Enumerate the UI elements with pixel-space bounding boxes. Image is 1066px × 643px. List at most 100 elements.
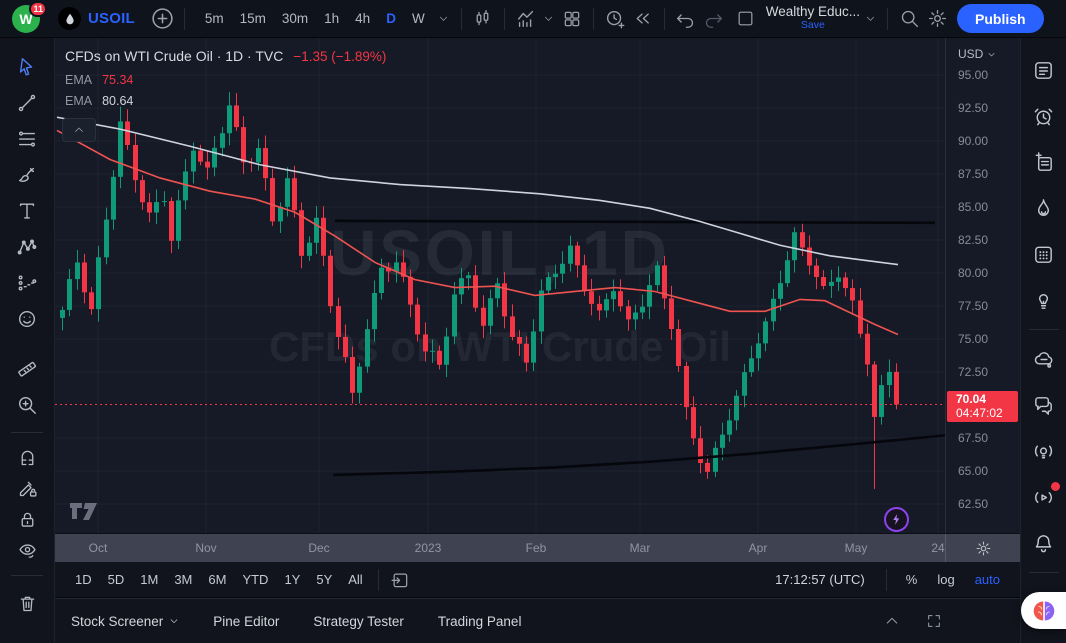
logo-letter: W: [19, 10, 33, 27]
indicator-row-ema-slow[interactable]: EMA 80.64: [65, 93, 386, 110]
tab-strategy-tester[interactable]: Strategy Tester: [313, 614, 404, 629]
chart-legend: CFDs on WTI Crude Oil · 1D · TVC −1.35 (…: [65, 48, 386, 110]
search-icon[interactable]: [895, 5, 923, 33]
layout-name-button[interactable]: Wealthy Educ... Save: [766, 5, 860, 31]
range-5D[interactable]: 5D: [107, 572, 125, 587]
price-axis-currency[interactable]: USD: [958, 47, 996, 61]
timeframe-1h[interactable]: 1h: [324, 11, 340, 26]
divider: [592, 7, 594, 30]
chart-style-candles-icon[interactable]: [469, 5, 497, 33]
symbol-search-button[interactable]: USOIL: [58, 7, 135, 30]
price-axis-label: 90.00: [958, 134, 989, 148]
price-axis-label: 95.00: [958, 68, 989, 82]
top-toolbar: W 11 USOIL 5m 15m 30m 1h 4h D W: [0, 0, 1066, 38]
zoom-in-tool-icon[interactable]: [8, 387, 46, 423]
tab-trading-panel[interactable]: Trading Panel: [438, 614, 522, 629]
range-1M[interactable]: 1M: [140, 572, 159, 587]
tradingview-logo[interactable]: [69, 502, 99, 524]
timeframe-menu-chevron-icon[interactable]: [434, 5, 454, 33]
watchlist-icon[interactable]: [1027, 47, 1061, 93]
bar-replay-icon[interactable]: [629, 5, 657, 33]
time-axis-label: 2023: [414, 541, 442, 555]
timeframe-D[interactable]: D: [386, 11, 396, 26]
brush-tool-icon[interactable]: [8, 157, 46, 193]
range-All[interactable]: All: [348, 572, 363, 587]
divider: [887, 7, 888, 30]
divider: [663, 7, 665, 30]
ruler-tool-icon[interactable]: [8, 351, 46, 387]
ideas-bulb-icon[interactable]: [1027, 277, 1061, 323]
forecast-tool-icon[interactable]: [8, 265, 46, 301]
chart-plot[interactable]: USOIL, 1D CFDs on WTI Crude Oil CFDs on …: [55, 38, 945, 533]
divider: [460, 7, 462, 30]
indicators-chevron-icon[interactable]: [540, 5, 558, 33]
range-6M[interactable]: 6M: [208, 572, 227, 587]
tab-stock-screener[interactable]: Stock Screener: [71, 614, 179, 629]
auto-scale-button[interactable]: auto: [974, 572, 1000, 587]
range-1Y[interactable]: 1Y: [284, 572, 301, 587]
chart-title[interactable]: CFDs on WTI Crude Oil · 1D · TVC: [65, 48, 284, 64]
live-streams-icon[interactable]: [1027, 474, 1061, 520]
magnet-tool-icon[interactable]: [8, 442, 46, 473]
remove-all-drawings-icon[interactable]: [8, 585, 46, 621]
journal-icon[interactable]: [1027, 139, 1061, 185]
indicator-value: 80.64: [102, 94, 134, 108]
price-axis[interactable]: USD 95.00 92.50 90.00 87.50 85.00 82.50 80.00 7…: [945, 38, 1020, 533]
emoji-tool-icon[interactable]: [8, 301, 46, 337]
timeframe-30m[interactable]: 30m: [281, 11, 309, 26]
calendar-icon[interactable]: [1027, 231, 1061, 277]
notifications-bell-icon[interactable]: [1027, 520, 1061, 566]
text-tool-icon[interactable]: [8, 193, 46, 229]
save-label[interactable]: Save: [800, 19, 825, 31]
price-chart-canvas[interactable]: [55, 38, 945, 533]
settings-gear-icon[interactable]: [923, 5, 951, 33]
range-5Y[interactable]: 5Y: [316, 572, 333, 587]
timeframe-5m[interactable]: 5m: [204, 11, 224, 26]
timeframe-W[interactable]: W: [411, 11, 425, 26]
ideas-stream-icon[interactable]: [1027, 428, 1061, 474]
lock-all-drawings-icon[interactable]: [8, 504, 46, 535]
layout-chevron-icon[interactable]: [860, 5, 880, 33]
time-axis-label: Dec: [308, 541, 330, 555]
indicator-row-ema-fast[interactable]: EMA 75.34: [65, 72, 386, 89]
timeframe-4h[interactable]: 4h: [355, 11, 371, 26]
percent-scale-button[interactable]: %: [905, 572, 918, 587]
trend-line-tool-icon[interactable]: [8, 85, 46, 121]
goto-date-icon[interactable]: [386, 566, 414, 594]
hotlists-flame-icon[interactable]: [1027, 185, 1061, 231]
layout-icon[interactable]: [732, 5, 760, 33]
undo-icon[interactable]: [672, 5, 700, 33]
last-price: 70.04: [956, 392, 987, 407]
panel-expand-chevron-icon[interactable]: [878, 607, 906, 635]
tab-pine-editor[interactable]: Pine Editor: [213, 614, 279, 629]
minds-icon[interactable]: [1027, 336, 1061, 382]
indicators-icon[interactable]: [512, 5, 540, 33]
chart-settings-gear-icon[interactable]: [945, 534, 1020, 562]
boost-flash-icon[interactable]: [884, 507, 909, 532]
range-YTD[interactable]: YTD: [242, 572, 269, 587]
drawing-sync-lock-icon[interactable]: [8, 473, 46, 504]
hide-all-drawings-icon[interactable]: [8, 535, 46, 566]
publish-button[interactable]: Publish: [957, 4, 1044, 33]
indicator-templates-icon[interactable]: [558, 5, 586, 33]
alert-add-icon[interactable]: [601, 5, 629, 33]
user-menu-button[interactable]: W 11: [12, 0, 47, 33]
alerts-icon[interactable]: [1027, 93, 1061, 139]
range-1D[interactable]: 1D: [75, 572, 92, 587]
fib-channels-tool-icon[interactable]: [8, 121, 46, 157]
ai-assistant-button[interactable]: [1021, 592, 1066, 629]
legend-collapse-button[interactable]: [62, 118, 96, 142]
log-scale-button[interactable]: log: [937, 572, 955, 587]
timeframe-15m[interactable]: 15m: [239, 11, 266, 26]
chart-change: −1.35 (−1.89%): [293, 49, 387, 64]
indicator-value: 75.34: [102, 73, 134, 87]
range-3M[interactable]: 3M: [174, 572, 193, 587]
xabcd-pattern-tool-icon[interactable]: [8, 229, 46, 265]
fullscreen-icon[interactable]: [920, 607, 948, 635]
session-clock[interactable]: 17:12:57 (UTC): [775, 572, 865, 587]
cursor-tool-icon[interactable]: [8, 49, 46, 85]
last-price-tag: 70.04 04:47:02: [947, 391, 1018, 423]
time-axis-labels[interactable]: Oct Nov Dec 2023 Feb Mar Apr May 24: [55, 534, 945, 562]
compare-add-icon[interactable]: [149, 5, 177, 33]
chat-icon[interactable]: [1027, 382, 1061, 428]
